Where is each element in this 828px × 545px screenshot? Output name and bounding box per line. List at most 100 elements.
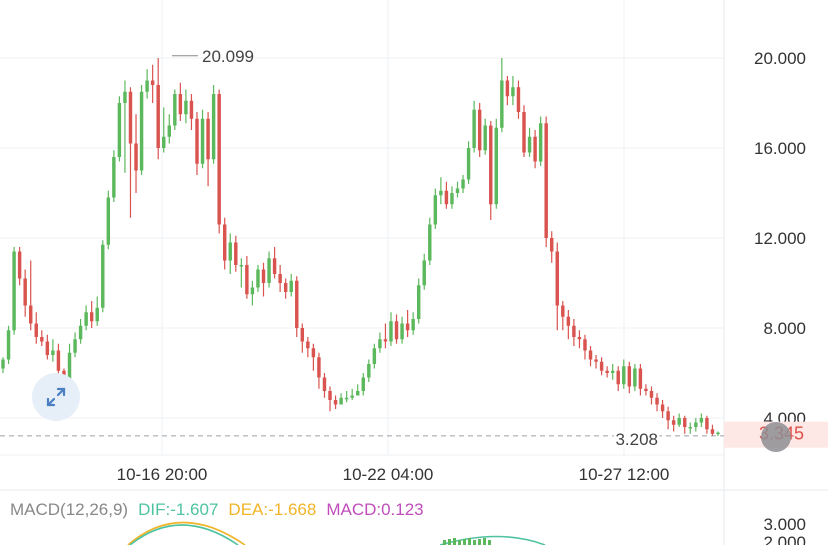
macd-lines — [127, 521, 546, 545]
candle-body — [6, 330, 11, 360]
candle-body — [433, 195, 438, 225]
candle-body — [472, 109, 476, 148]
candle-body — [89, 312, 94, 322]
candle-body — [78, 325, 83, 340]
candle-body — [550, 238, 554, 252]
candle-body — [566, 316, 571, 326]
reference-price-label: 3.208 — [615, 430, 658, 449]
candle-body — [128, 91, 133, 144]
candle-body — [73, 339, 77, 353]
time-tick-label: 10-16 20:00 — [117, 465, 208, 484]
candle-body — [477, 109, 482, 151]
candle-body — [300, 328, 305, 342]
candle-body — [28, 305, 33, 324]
dea-line — [127, 521, 246, 545]
macd-bar — [443, 540, 446, 545]
candle-body — [383, 339, 388, 342]
candle-body — [350, 395, 354, 398]
candle-body — [538, 123, 543, 162]
candle-body — [173, 94, 177, 126]
price-tick-label: 20.000 — [754, 49, 806, 68]
macd-bar — [488, 540, 491, 545]
candle-body — [516, 87, 521, 112]
candle-body — [95, 307, 99, 322]
candle-body — [311, 348, 316, 358]
candle-body — [23, 278, 27, 306]
candle-body — [156, 85, 160, 148]
candle-body — [1, 359, 5, 369]
candle-body — [34, 323, 38, 337]
candle-body — [583, 339, 587, 351]
candle-body — [710, 429, 715, 434]
candle-body — [372, 348, 377, 364]
candle-body — [666, 411, 670, 421]
macd-bar — [453, 538, 456, 545]
candle-body — [339, 397, 343, 405]
candle-body — [278, 274, 282, 283]
candle-body — [649, 391, 654, 398]
candle-body — [272, 258, 277, 274]
candle-body — [511, 87, 515, 97]
macd-bar — [483, 538, 486, 545]
drag-handle-icon[interactable] — [761, 422, 791, 452]
candle-body — [101, 244, 105, 308]
candle-body — [239, 265, 244, 267]
candle-body — [112, 157, 116, 198]
high-price-label: 20.099 — [202, 47, 254, 66]
candle-body — [234, 242, 238, 265]
macd-tick-label: 2.000 — [763, 533, 806, 545]
candle-body — [267, 258, 271, 283]
candle-body — [117, 103, 122, 157]
time-tick-label: 10-27 12:00 — [579, 465, 670, 484]
price-tick-label: 16.000 — [754, 139, 806, 158]
candle-body — [289, 280, 293, 292]
macd-tick-label: 3.000 — [763, 515, 806, 534]
price-tick-label: 12.000 — [754, 229, 806, 248]
candle-body — [599, 361, 604, 371]
macd-legend-dea: DEA:-1.668 — [228, 500, 317, 519]
candle-body — [45, 341, 50, 355]
candle-body — [328, 391, 332, 400]
macd-legend-macd: MACD:0.123 — [326, 500, 424, 519]
expand-arrows-icon[interactable] — [32, 373, 80, 421]
dif-line-2 — [439, 535, 546, 545]
candle-body — [505, 80, 510, 97]
candle-body — [671, 420, 676, 425]
candle-body — [150, 80, 155, 85]
candle-body — [195, 118, 199, 164]
macd-bar — [478, 539, 481, 545]
candle-body — [638, 368, 643, 389]
candle-body — [295, 280, 299, 328]
candle-body — [333, 400, 338, 405]
candle-body — [594, 359, 598, 362]
candle-body — [250, 287, 255, 295]
candle-body — [211, 94, 216, 160]
candle-body — [705, 418, 709, 430]
candle-body — [644, 388, 648, 391]
candle-body — [544, 123, 548, 238]
candle-body — [588, 350, 593, 360]
candle-body — [56, 350, 61, 371]
candle-body — [106, 197, 111, 245]
candle-body — [344, 397, 349, 400]
candle-body — [12, 251, 16, 331]
candle-body — [527, 136, 532, 153]
candle-body — [389, 321, 393, 342]
candle-body — [533, 136, 537, 162]
candle-body — [206, 118, 210, 160]
candles — [1, 58, 720, 436]
candle-body — [555, 251, 559, 306]
candle-body — [356, 391, 360, 396]
macd-legend-dif: DIF:-1.607 — [138, 500, 219, 519]
candle-body — [699, 418, 704, 423]
candle-body — [489, 125, 493, 205]
candle-body — [428, 224, 432, 261]
candle-body — [17, 251, 22, 279]
candle-body — [444, 190, 449, 205]
candle-body — [84, 312, 88, 326]
candle-body — [67, 352, 72, 380]
candle-body — [422, 260, 426, 286]
candle-body — [466, 148, 471, 180]
candle-body — [561, 305, 565, 317]
